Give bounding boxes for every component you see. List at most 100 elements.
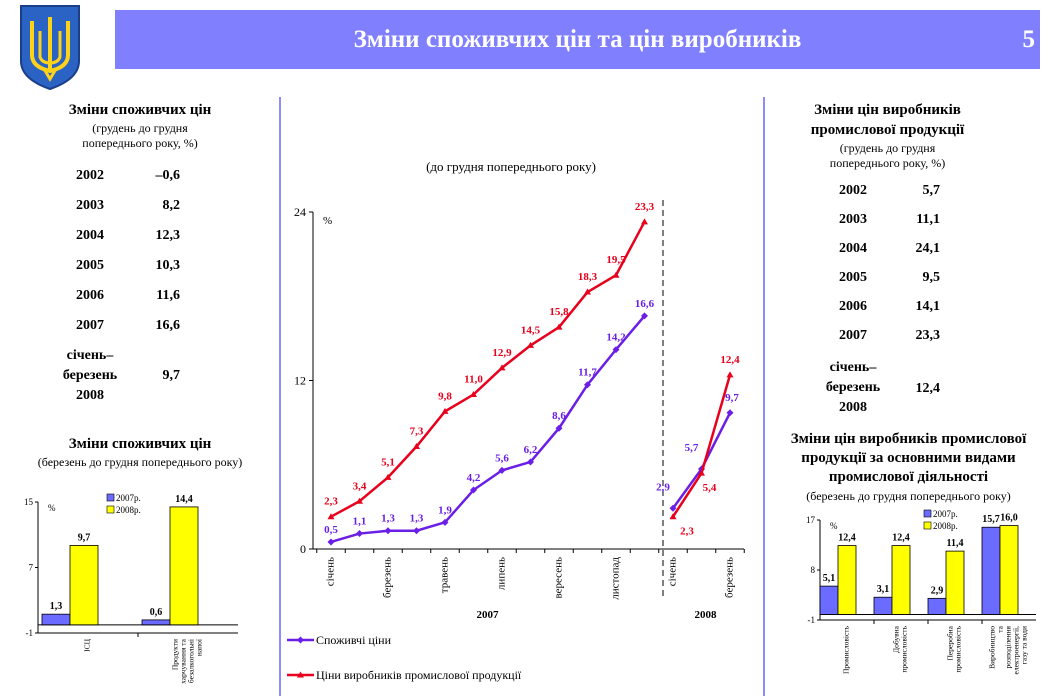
category-label: газу та води: [1020, 626, 1029, 664]
title-bar: Зміни споживчих цін та цін виробників 5: [115, 10, 1040, 69]
bar-label: 0,6: [150, 607, 163, 618]
bar-label: 2,9: [931, 585, 944, 596]
table-row-year: 2004: [839, 241, 867, 256]
category-label: Виробництво: [988, 626, 997, 669]
data-point: [527, 458, 534, 466]
table-row-year: 2003: [76, 198, 104, 213]
data-label: 2,3: [324, 496, 338, 508]
data-point: [555, 323, 563, 330]
right-bar-chart-title-2: продукції за основними видами: [801, 450, 1016, 466]
table-row-year: 2005: [76, 258, 104, 273]
bar-label: 12,4: [838, 533, 856, 544]
category-label: Добувна: [892, 625, 901, 653]
data-label: 23,3: [635, 201, 655, 213]
right-bar-chart-subtitle: (березень до грудня попереднього року): [806, 489, 1011, 503]
table-row-value: 12,3: [155, 228, 181, 243]
left-divider: [279, 97, 281, 696]
data-label: 19,5: [606, 254, 626, 266]
x-tick-label: січень: [325, 557, 337, 586]
bar: [945, 550, 965, 615]
data-label: 5,7: [685, 442, 699, 454]
data-point: [384, 473, 392, 480]
right-table-title-1: Зміни цін виробників: [814, 102, 961, 118]
bar-label: 16,0: [1000, 513, 1018, 524]
data-label: 16,6: [635, 298, 655, 310]
right-table-subtitle-2: попереднього року, %): [829, 156, 946, 170]
data-point: [327, 513, 335, 520]
data-label: 7,3: [410, 425, 424, 437]
table-row-value: 16,6: [155, 318, 181, 333]
x-tick-label: листопад: [610, 557, 622, 600]
data-point: [612, 271, 620, 278]
category-label: безалкогольні: [187, 639, 196, 683]
right-bar-chart-title-1: Зміни цін виробників промислової: [790, 431, 1027, 447]
x-tick-label: березень: [382, 557, 394, 598]
legend-swatch: [923, 521, 932, 530]
data-point: [698, 469, 705, 476]
series-line-ppi: [330, 221, 646, 518]
data-label: 0,5: [324, 524, 338, 536]
data-point: [584, 288, 591, 295]
data-point: [356, 530, 363, 538]
table-row-year: березень: [62, 368, 118, 383]
left-table: 2002 –0,6 2003 8,2 2004 12,3 2005 10,3 2…: [55, 168, 195, 408]
left-table-title: Зміни споживчих цін: [68, 102, 212, 118]
table-row-year: січень–: [829, 360, 877, 375]
y-tick-label: 15: [24, 497, 34, 507]
data-label: 5,4: [703, 482, 717, 494]
y-tick-label: 7: [29, 563, 34, 573]
data-point: [726, 409, 734, 417]
table-row-year: 2007: [76, 318, 104, 333]
bar: [41, 613, 71, 626]
y-axis-unit: %: [323, 215, 332, 227]
legend-label: 2008р.: [933, 521, 958, 531]
left-table-subtitle-1: (грудень до грудня: [92, 121, 188, 135]
legend-swatch: [106, 505, 115, 514]
data-label: 12,4: [720, 354, 740, 366]
category-label: Переробна: [946, 625, 955, 660]
bar-label: 3,1: [877, 584, 890, 595]
data-point: [356, 497, 363, 504]
legend-label: 2008р.: [116, 505, 141, 515]
bar-label: 14,4: [175, 494, 193, 505]
bar-label: 9,7: [78, 532, 91, 543]
x-tick-label: березень: [724, 557, 736, 598]
data-label: 9,7: [725, 392, 739, 404]
bar: [141, 619, 171, 626]
category-label: промисловість: [900, 625, 909, 672]
table-row-value: 24,1: [915, 241, 941, 256]
y-tick-label: 0: [300, 542, 306, 556]
table-row-year: 2003: [839, 212, 867, 227]
x-tick-label: січень: [667, 557, 679, 586]
y-tick-label: 12: [294, 374, 306, 388]
data-label: 5,1: [381, 456, 395, 468]
legend-marker: [297, 636, 304, 644]
data-label: 9,8: [438, 390, 452, 402]
legend-marker: [297, 671, 304, 678]
data-point: [470, 391, 477, 398]
bar-label: 1,3: [50, 601, 63, 612]
y-tick-label: -1: [808, 615, 816, 625]
data-label: 18,3: [578, 271, 598, 283]
category-label: ІСЦ: [83, 638, 92, 652]
table-row-value: 5,7: [922, 183, 941, 198]
data-label: 11,0: [464, 374, 483, 386]
data-label: 1,9: [438, 504, 452, 516]
data-label: 12,9: [492, 347, 512, 359]
left-bar-chart-title: Зміни споживчих цін: [68, 436, 212, 452]
y-tick-label: 24: [294, 205, 306, 219]
data-point: [413, 442, 420, 449]
page-title: Зміни споживчих цін та цін виробників: [353, 26, 802, 53]
category-label: Продукти: [171, 639, 180, 670]
data-point: [584, 381, 591, 389]
table-row-year: 2006: [839, 299, 867, 314]
table-row-year: 2008: [76, 388, 104, 403]
data-point: [413, 527, 420, 535]
data-point: [441, 407, 449, 414]
line-chart: (до грудня попереднього року) 0 12 24% січен…: [287, 159, 745, 682]
data-label: 11,7: [578, 367, 597, 379]
data-label: 6,2: [524, 444, 538, 456]
data-label: 4,2: [467, 472, 481, 484]
data-point: [498, 364, 506, 371]
right-table-title-2: промислової продукції: [810, 122, 965, 138]
